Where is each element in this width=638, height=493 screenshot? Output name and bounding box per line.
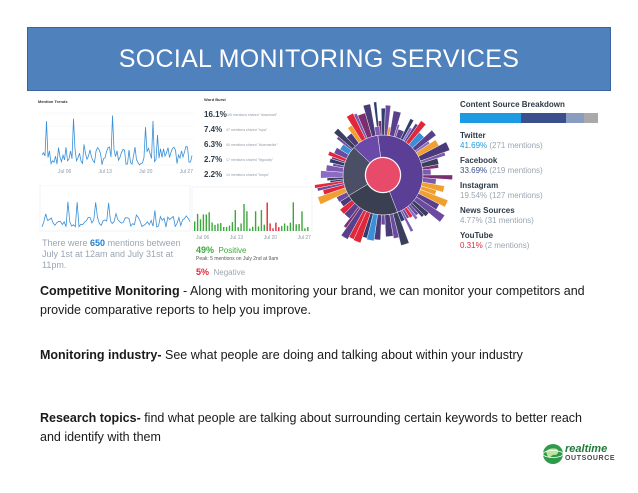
trend-panel: Mention Trends Jul 06 Jul 13 Jul 20 Jul … [36,97,196,272]
source-bar-segment [460,113,521,123]
sentiment-tick: Jul 27 [297,235,311,241]
word-burst-note: 105 mentions shared "download" [226,112,278,117]
word-burst-pct: 2.2% [204,170,223,179]
word-burst-item: 16.1% 105 mentions shared "download" [204,107,312,122]
word-burst-item: 6.3% 40 mentions shared "bluemarble" [204,137,312,152]
word-burst-note: 40 mentions shared "bluemarble" [226,142,278,147]
source-item: News Sources 4.77% (31 mentions) [460,206,606,226]
word-burst-list: 16.1% 105 mentions shared "download" 7.4% 4… [204,107,312,182]
trend-tick: Jul 13 [98,169,112,175]
source-bar-segment [584,113,598,123]
section-text: - Along with monitoring your brand, we c… [40,284,585,317]
slide-title-bar: SOCIAL MONITORING SERVICES [27,27,611,91]
word-burst-item: 2.2% 14 mentions shared "#rspa" [204,167,312,182]
negative-label: Negative [213,268,246,277]
word-burst-pct: 6.3% [204,140,223,149]
company-logo: realtime OUTSOURCE [542,443,622,467]
source-name: Twitter [460,131,486,140]
negative-pct: 5% [196,267,210,277]
word-burst-note: 47 mentions shared "rspa" [226,127,268,132]
source-breakdown-title: Content Source Breakdown [460,100,565,109]
source-value: 41.69% (271 mentions) [460,141,543,150]
source-list: Twitter 41.69% (271 mentions) Facebook 33.6… [460,131,606,256]
source-value: 33.69% (219 mentions) [460,166,543,175]
trend-chart [36,105,196,175]
trend-tick: Jul 20 [139,169,153,175]
mention-count: 650 [90,238,106,248]
word-burst-item: 7.4% 47 mentions shared "rspa" [204,122,312,137]
source-item: Twitter 41.69% (271 mentions) [460,131,606,151]
source-stack-bar [460,113,598,123]
source-item: Instagram 19.54% (127 mentions) [460,181,606,201]
section-heading: Monitoring industry- [40,348,162,362]
source-value: 4.77% (31 mentions) [460,216,534,225]
source-bar-segment [566,113,585,123]
source-name: YouTube [460,231,494,240]
sentiment-panel: Jul 06 Jul 13 Jul 20 Jul 27 49% Positive… [186,185,314,277]
sentiment-tick: Jul 06 [196,235,210,241]
word-sunburst-chart [314,101,453,246]
trend-summary: There were 650 mentions between July 1st… [42,238,181,270]
section-text: find what people are talking about surro… [40,411,582,444]
source-bar-segment [520,113,567,123]
source-name: Instagram [460,181,499,190]
dashboard-screenshot: Mention Trends Jul 06 Jul 13 Jul 20 Jul … [36,97,606,277]
sentiment-tick: Jul 20 [263,235,278,241]
sentiment-legend: 49% Positive Peak: 5 mentions on July 2n… [196,244,316,278]
logo-text-secondary: OUTSOURCE [565,455,616,462]
section-heading: Research topics- [40,411,141,425]
word-burst-title: Word Burst [204,97,226,102]
slide-title: SOCIAL MONITORING SERVICES [118,44,520,73]
word-burst-note: 14 mentions shared "#rspa" [226,172,269,177]
trend-tick: Jul 27 [179,169,193,175]
section-research-topics: Research topics- find what people are ta… [40,409,605,447]
section-competitive-monitoring: Competitive Monitoring - Along with moni… [40,282,605,320]
section-monitoring-industry: Monitoring industry- See what people are… [40,346,605,365]
source-item: Facebook 33.69% (219 mentions) [460,156,606,176]
trend-panel-title: Mention Trends [38,99,68,104]
trend-tick: Jul 06 [58,169,72,175]
source-item: YouTube 0.31% (2 mentions) [460,231,606,251]
word-burst-panel: Word Burst 16.1% 105 mentions shared "dow… [204,97,312,187]
trend-ticks: Jul 06 Jul 13 Jul 20 Jul 27 [58,169,193,175]
word-burst-pct: 2.7% [204,155,223,164]
trend-chart-secondary [39,185,191,232]
globe-icon [542,444,564,464]
sentiment-ticks: Jul 06 Jul 13 Jul 20 Jul 27 [196,235,311,241]
peak-text: Peak: 5 mentions on July 2nd at 9am [196,256,279,262]
section-text: See what people are doing and talking ab… [161,348,523,362]
positive-pct: 49% [196,245,215,255]
section-heading: Competitive Monitoring [40,284,180,298]
positive-label: Positive [218,246,247,255]
source-breakdown-panel: Content Source Breakdown Twitter 41.69% (… [458,97,606,272]
source-value: 0.31% (2 mentions) [460,241,530,250]
source-name: Facebook [460,156,498,165]
word-burst-pct: 16.1% [204,110,227,119]
word-burst-note: 17 mentions shared "fitgoodly" [226,157,274,162]
source-value: 19.54% (127 mentions) [460,191,543,200]
source-name: News Sources [460,206,515,215]
word-burst-item: 2.7% 17 mentions shared "fitgoodly" [204,152,312,167]
sentiment-tick: Jul 13 [229,235,244,241]
sentiment-chart [191,186,313,232]
word-burst-pct: 7.4% [204,125,223,134]
logo-text-primary: realtime [565,443,608,455]
